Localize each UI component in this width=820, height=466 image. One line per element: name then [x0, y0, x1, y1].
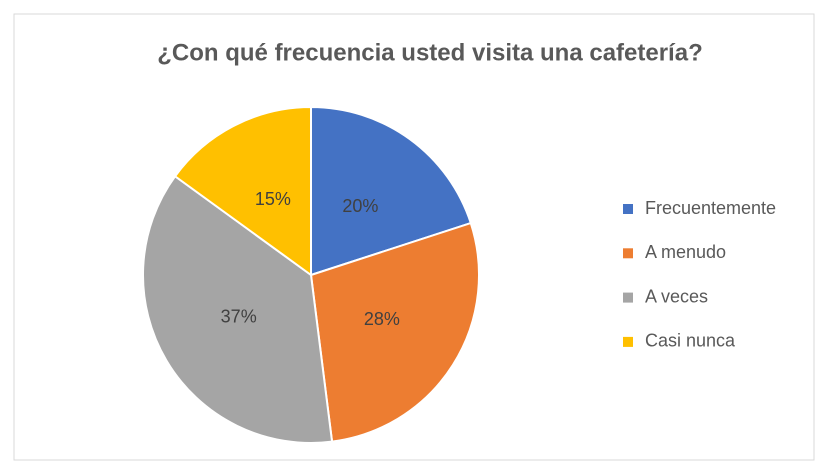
legend-label: Frecuentemente — [645, 198, 776, 218]
data-label: 20% — [342, 196, 378, 216]
pie-slice — [173, 105, 312, 277]
legend-marker — [623, 336, 633, 347]
pie-slice — [309, 221, 480, 443]
chart-title: ¿Con qué frecuencia usted visita una caf… — [157, 39, 702, 66]
data-label: 28% — [364, 309, 400, 329]
data-label: 15% — [255, 189, 291, 209]
legend-marker — [623, 204, 633, 214]
pie-slice — [310, 105, 473, 277]
legend-label: Casi nunca — [645, 331, 736, 351]
legend-marker — [623, 292, 633, 303]
pie-slice — [142, 174, 334, 444]
legend-marker — [623, 248, 633, 259]
legend-label: A veces — [645, 286, 708, 306]
legend-label: A menudo — [645, 242, 726, 262]
data-label: 37% — [221, 307, 257, 327]
